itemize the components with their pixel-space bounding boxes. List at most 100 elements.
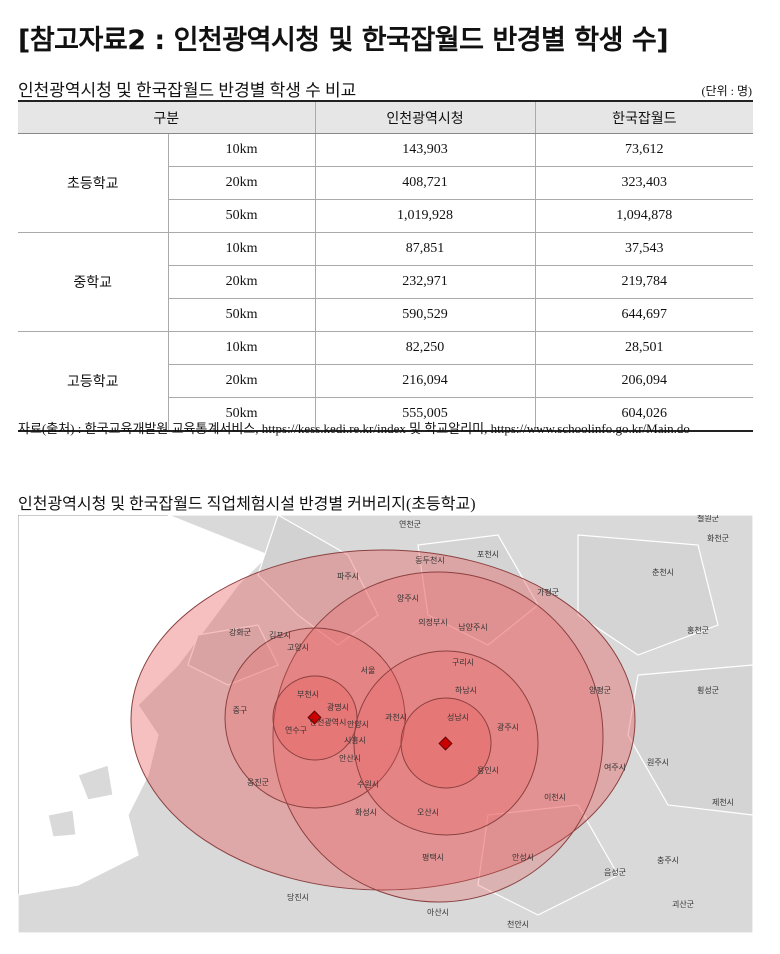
map-label: 안산시 — [339, 753, 361, 763]
value-cell: 323,403 — [534, 166, 754, 200]
map-label: 고양시 — [287, 643, 309, 652]
value-cell: 219,784 — [534, 265, 754, 299]
table-row: 50km 590,529 644,697 — [18, 298, 754, 332]
map-label: 과천시 — [385, 712, 407, 722]
value-cell: 1,019,928 — [314, 199, 536, 233]
table-unit: (단위 : 명) — [701, 84, 752, 98]
value-cell: 555,005 — [314, 397, 536, 432]
doc-title: [참고자료2 : 인천광역시청 및 한국잡월드 반경별 학생 수] — [18, 25, 669, 56]
radius-cell: 20km — [167, 364, 316, 398]
map-label: 여주시 — [604, 762, 626, 772]
map-title: 인천광역시청 및 한국잡월드 직업체험시설 반경별 커버리지(초등학교) — [18, 496, 476, 513]
map-label: 제천시 — [712, 797, 734, 807]
map-label: 괴산군 — [672, 899, 694, 909]
map-label: 동두천시 — [415, 555, 444, 565]
radius-cell: 10km — [167, 232, 316, 266]
marker-jobworld — [438, 736, 453, 751]
map-label: 시흥시 — [344, 735, 366, 745]
table-row: 50km 555,005 604,026 — [18, 397, 754, 432]
map-label: 연천군 — [399, 519, 421, 529]
map-label: 서울 — [361, 666, 376, 675]
map-label: 성남시 — [447, 713, 469, 722]
table-body: 초등학교 10km 143,903 73,612 20km 408,721 323,403 5… — [18, 133, 754, 432]
radius-cell: 50km — [167, 298, 316, 332]
group-cell: 초등학교 — [18, 133, 168, 233]
header-cell: 구분 — [18, 101, 316, 134]
map-label: 횡성군 — [697, 685, 719, 695]
data-table: 구분 인천광역시청 한국잡월드 초등학교 10km 143,903 73,612 20k… — [18, 100, 754, 432]
map-label: 의정부시 — [418, 617, 447, 627]
map-label: 화천군 — [707, 533, 729, 543]
coverage — [130, 549, 636, 903]
map-label: 양평군 — [589, 685, 611, 695]
map-label: 포천시 — [477, 549, 499, 559]
map-label: 화성시 — [355, 808, 377, 817]
value-cell: 216,094 — [314, 364, 536, 398]
map-label: 옹진군 — [247, 777, 269, 787]
group-cell: 중학교 — [18, 232, 168, 332]
table-row: 20km 216,094 206,094 — [18, 364, 754, 398]
table-row: 중학교 10km 87,851 37,543 — [18, 232, 754, 332]
map-label: 당진시 — [287, 892, 309, 902]
map-label: 춘천시 — [652, 567, 674, 577]
map-label: 중구 — [233, 706, 248, 715]
radius-cell: 10km — [167, 331, 316, 365]
map-label: 오산시 — [417, 807, 439, 817]
radius-cell: 50km — [167, 397, 316, 432]
value-cell: 408,721 — [314, 166, 536, 200]
radius-cell: 20km — [167, 265, 316, 299]
map-label: 홍천군 — [687, 625, 709, 635]
value-cell: 590,529 — [314, 298, 536, 332]
map-label: 광주시 — [497, 722, 519, 732]
map-label: 아산시 — [427, 907, 449, 917]
table-row: 초등학교 10km 143,903 73,612 — [18, 133, 754, 233]
group-cell: 고등학교 — [18, 331, 168, 432]
map-label: 용인시 — [477, 765, 499, 775]
map-label: 안양시 — [347, 719, 369, 729]
map-label: 남양주시 — [458, 623, 487, 632]
header-cell: 인천광역시청 — [314, 101, 536, 134]
value-cell: 87,851 — [314, 232, 536, 266]
map-label: 양주시 — [397, 594, 419, 603]
value-cell: 37,543 — [534, 232, 754, 266]
map-label: 이천시 — [544, 792, 566, 802]
map-label: 가평군 — [537, 587, 559, 597]
map-label: 평택시 — [422, 852, 444, 862]
radius-cell: 50km — [167, 199, 316, 233]
map-label: 하남시 — [455, 685, 477, 695]
radius-cell: 10km — [167, 133, 316, 167]
value-cell: 206,094 — [534, 364, 754, 398]
map-label: 인천광역시 — [310, 717, 347, 727]
map-label: 음성군 — [604, 868, 626, 877]
marker-incheon — [307, 710, 322, 725]
map-label: 안성시 — [512, 852, 534, 862]
map-label: 강화군 — [229, 627, 251, 637]
value-cell: 143,903 — [314, 133, 536, 167]
source-note: 자료(출처) : 한국교육개발원 교육통계서비스, https://kess.k… — [18, 421, 690, 436]
value-cell: 644,697 — [534, 298, 754, 332]
table-row: 50km 1,019,928 1,094,878 — [18, 199, 754, 233]
map-label: 부천시 — [297, 689, 319, 699]
value-cell: 604,026 — [534, 397, 754, 432]
value-cell: 28,501 — [534, 331, 754, 365]
header-cell: 한국잡월드 — [534, 101, 754, 134]
map-label: 원주시 — [647, 758, 669, 767]
table-row: 20km 408,721 323,403 — [18, 166, 754, 200]
value-cell: 1,094,878 — [534, 199, 754, 233]
map-label: 광명시 — [327, 702, 349, 712]
table-row: 20km 232,971 219,784 — [18, 265, 754, 299]
map-label: 철원군 — [697, 515, 719, 523]
radius-cell: 20km — [167, 166, 316, 200]
map-label: 충주시 — [657, 856, 679, 865]
map-label: 구리시 — [452, 658, 474, 667]
map-label: 천안시 — [507, 919, 529, 929]
map-label: 수원시 — [357, 780, 379, 789]
map-label: 파주시 — [337, 572, 359, 581]
value-cell: 82,250 — [314, 331, 536, 365]
map-label: 김포시 — [269, 630, 291, 640]
table-row: 고등학교 10km 82,250 28,501 — [18, 331, 754, 432]
